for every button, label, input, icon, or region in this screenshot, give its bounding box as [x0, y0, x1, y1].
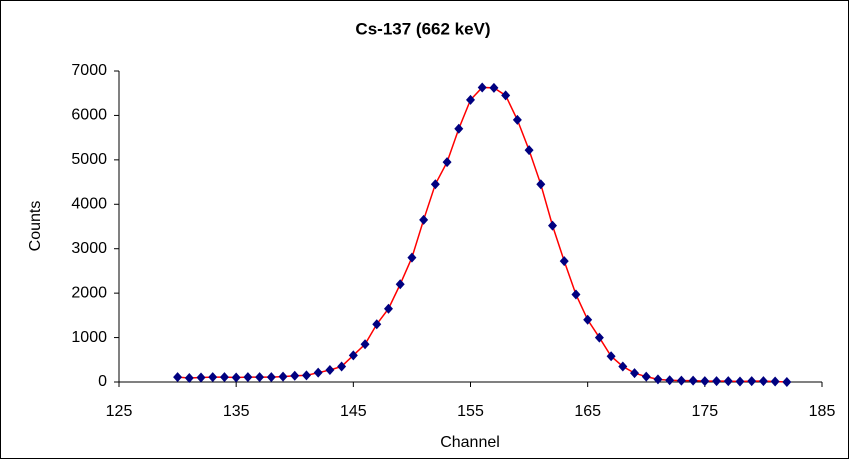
data-point [771, 377, 780, 387]
data-point [454, 124, 463, 134]
chart-title: Cs-137 (662 keV) [355, 19, 490, 38]
data-point [782, 377, 791, 387]
data-point [314, 368, 323, 378]
y-tick-label: 6000 [71, 107, 107, 124]
page: {"chart_data": {"type": "scatter-line", … [0, 0, 849, 459]
data-point [536, 179, 545, 189]
x-tick-label: 185 [809, 403, 836, 420]
data-point [665, 375, 674, 385]
data-point [243, 372, 252, 382]
data-point [220, 372, 229, 382]
data-point [197, 373, 206, 383]
data-point [489, 83, 498, 93]
data-point [548, 221, 557, 231]
x-tick-label: 165 [574, 403, 601, 420]
data-point [560, 256, 569, 266]
data-point [407, 253, 416, 263]
chart-frame [1, 1, 849, 459]
x-tick-label: 175 [691, 403, 718, 420]
data-point [642, 372, 651, 382]
data-point [173, 372, 182, 382]
x-tick-label: 135 [223, 403, 250, 420]
data-point [724, 376, 733, 386]
fit-line [178, 87, 787, 382]
data-point [208, 372, 217, 382]
chart: Cs-137 (662 keV) Channel Counts 0 1000 200… [0, 0, 849, 459]
x-tick-label: 145 [340, 403, 367, 420]
x-tick-label: 155 [457, 403, 484, 420]
data-point [677, 376, 686, 386]
y-tick-label: 3000 [71, 240, 107, 257]
data-point [759, 376, 768, 386]
y-tick-label: 2000 [71, 284, 107, 301]
y-axis-label: Counts [27, 201, 44, 252]
y-tick-label: 4000 [71, 196, 107, 213]
data-point [525, 145, 534, 155]
data-point [431, 179, 440, 189]
y-tick-label: 1000 [71, 329, 107, 346]
data-point [513, 115, 522, 125]
data-point [653, 374, 662, 384]
data-point [302, 370, 311, 380]
data-point [501, 90, 510, 100]
data-point [689, 376, 698, 386]
data-point [747, 376, 756, 386]
data-point [571, 289, 580, 299]
data-point [290, 371, 299, 381]
y-tick-label: 7000 [71, 62, 107, 79]
data-point [735, 377, 744, 387]
data-point [396, 279, 405, 289]
y-tick-label: 5000 [71, 151, 107, 168]
data-point [325, 365, 334, 375]
data-point [700, 376, 709, 386]
data-point [419, 215, 428, 225]
data-point [267, 372, 276, 382]
data-point [279, 372, 288, 382]
data-point [443, 157, 452, 167]
data-point [255, 372, 264, 382]
data-point [712, 376, 721, 386]
data-point [630, 368, 639, 378]
data-point [232, 373, 241, 383]
y-tick-label: 0 [98, 373, 107, 390]
x-tick-label: 125 [106, 403, 133, 420]
x-axis-label: Channel [440, 434, 500, 451]
